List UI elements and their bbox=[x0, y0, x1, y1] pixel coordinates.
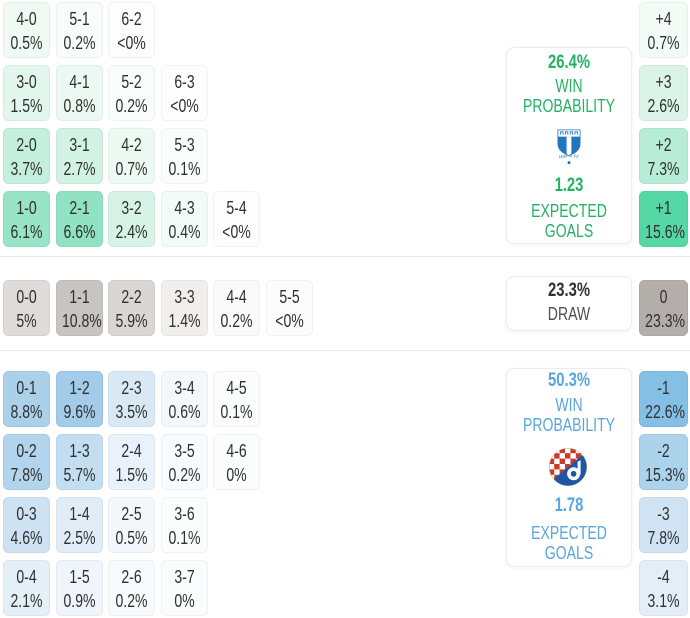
svg-text:Malmö FF: Malmö FF bbox=[558, 153, 580, 160]
